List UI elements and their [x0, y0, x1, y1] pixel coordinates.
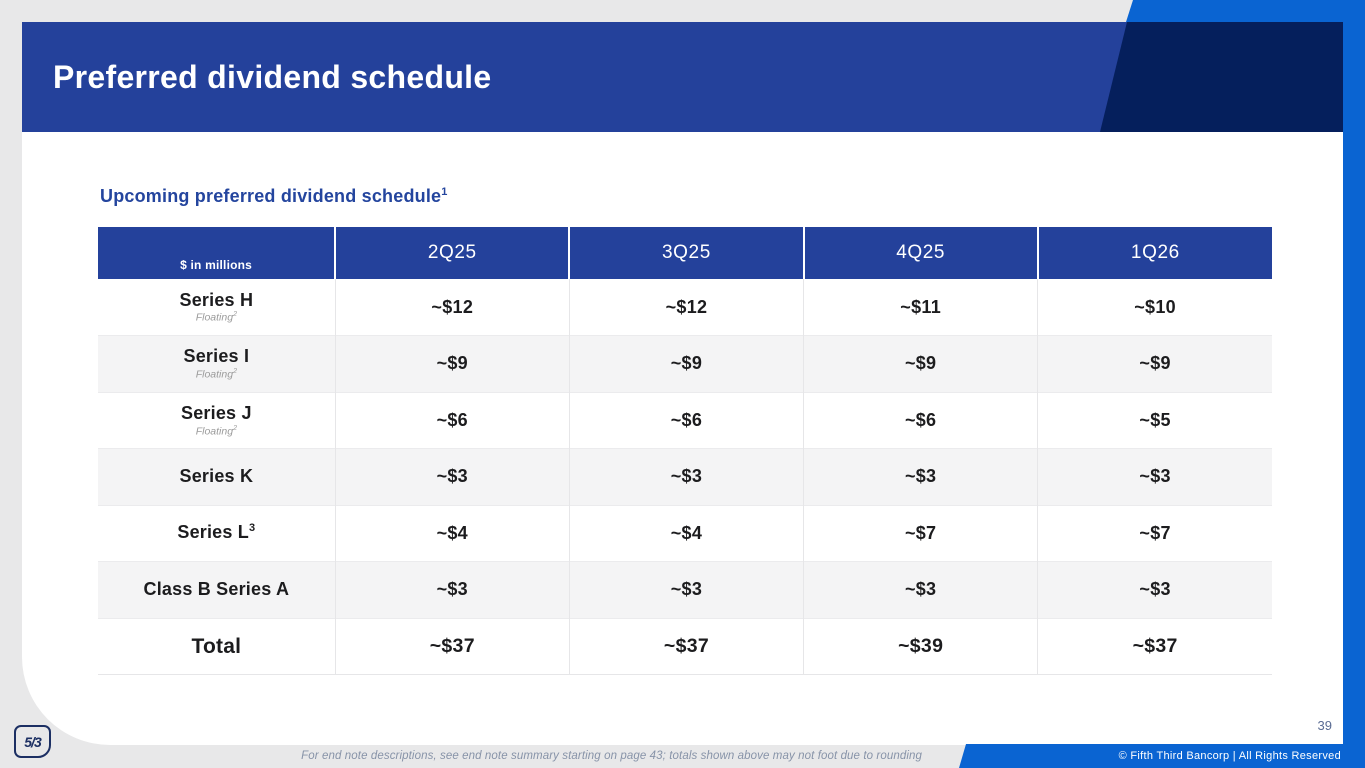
- col-header-1q26: 1Q26: [1037, 227, 1272, 279]
- table-row-series-k: Series K ~$3 ~$3 ~$3 ~$3: [98, 448, 1272, 505]
- row-label-cell: Series K: [98, 448, 336, 505]
- cell-value: ~$4: [335, 504, 570, 562]
- row-label: Series L3: [177, 522, 256, 543]
- table-row-series-h: Series H Floating2 ~$12 ~$12 ~$11 ~$10: [98, 279, 1272, 336]
- cell-value: ~$3: [803, 448, 1039, 505]
- cell-value: ~$6: [569, 391, 805, 449]
- cell-value: ~$3: [335, 448, 570, 505]
- endnote-footer-text: For end note descriptions, see end note …: [301, 750, 922, 762]
- cell-value: ~$7: [803, 504, 1039, 562]
- page-title: Preferred dividend schedule: [53, 58, 492, 95]
- row-label-cell: Series H Floating2: [98, 279, 336, 336]
- col-header-2q25: 2Q25: [335, 227, 571, 279]
- row-label-cell: Series L3: [98, 504, 336, 562]
- row-label-cell: Series J Floating2: [98, 391, 336, 449]
- cell-value: ~$4: [569, 504, 805, 562]
- total-value: ~$37: [1037, 617, 1272, 675]
- top-right-accent-shape: [1126, 0, 1365, 22]
- table-row-class-b-series-a: Class B Series A ~$3 ~$3 ~$3 ~$3: [98, 561, 1272, 618]
- copyright-bar: © Fifth Third Bancorp | All Rights Reser…: [959, 744, 1365, 768]
- cell-value: ~$6: [803, 391, 1039, 449]
- cell-value: ~$6: [335, 391, 570, 449]
- row-label: Series K: [179, 465, 254, 486]
- row-label: Class B Series A: [143, 578, 290, 599]
- row-label: Series I: [183, 346, 250, 367]
- dividend-schedule-table: $ in millions 2Q25 3Q25 4Q25 1Q26 Series…: [98, 227, 1272, 675]
- total-value: ~$37: [335, 617, 570, 675]
- total-value: ~$37: [569, 617, 805, 675]
- table-row-series-l: Series L3 ~$4 ~$4 ~$7 ~$7: [98, 504, 1272, 562]
- cell-value: ~$12: [335, 279, 570, 336]
- cell-value: ~$9: [569, 335, 805, 392]
- table-row-total: Total ~$37 ~$37 ~$39 ~$37: [98, 617, 1272, 675]
- cell-value: ~$11: [803, 279, 1039, 336]
- row-label: Series J: [181, 402, 252, 423]
- cell-value: ~$9: [803, 335, 1039, 392]
- total-label: Total: [191, 634, 242, 658]
- table-header-row: $ in millions 2Q25 3Q25 4Q25 1Q26: [98, 227, 1272, 279]
- header-navy-parallelogram: [1100, 22, 1343, 132]
- cell-value: ~$3: [1037, 561, 1272, 618]
- subtitle-text: Upcoming preferred dividend schedule: [100, 186, 442, 206]
- cell-value: ~$3: [569, 561, 805, 618]
- cell-value: ~$7: [1037, 504, 1272, 562]
- page-number: 39: [1317, 718, 1332, 733]
- right-edge-accent-band: [1343, 0, 1365, 768]
- row-note: Floating2: [195, 311, 237, 324]
- fifth-third-logo-text: 5/3: [24, 733, 41, 750]
- col-header-4q25: 4Q25: [803, 227, 1039, 279]
- cell-value: ~$10: [1037, 279, 1272, 336]
- slide-header-band: Preferred dividend schedule: [22, 22, 1343, 132]
- total-value: ~$39: [803, 617, 1039, 675]
- unit-label: $ in millions: [98, 227, 337, 279]
- row-note: Floating2: [195, 368, 237, 381]
- cell-value: ~$12: [569, 279, 805, 336]
- fifth-third-logo: 5/3: [14, 725, 51, 758]
- row-label-cell: Total: [98, 617, 336, 675]
- table-row-series-i: Series I Floating2 ~$9 ~$9 ~$9 ~$9: [98, 335, 1272, 392]
- row-label-cell: Class B Series A: [98, 561, 336, 618]
- cell-value: ~$3: [569, 448, 805, 505]
- row-note: Floating2: [195, 424, 237, 438]
- row-label: Series H: [179, 289, 254, 310]
- table-row-series-j: Series J Floating2 ~$6 ~$6 ~$6 ~$5: [98, 391, 1272, 449]
- row-label-sup: 3: [249, 522, 256, 535]
- table-subtitle: Upcoming preferred dividend schedule1: [100, 186, 448, 207]
- row-label-cell: Series I Floating2: [98, 335, 336, 392]
- cell-value: ~$5: [1037, 391, 1272, 449]
- cell-value: ~$3: [1037, 448, 1272, 505]
- cell-value: ~$9: [1037, 335, 1272, 392]
- col-header-3q25: 3Q25: [569, 227, 805, 279]
- cell-value: ~$9: [335, 335, 570, 392]
- cell-value: ~$3: [335, 561, 570, 618]
- cell-value: ~$3: [803, 561, 1039, 618]
- subtitle-endnote-sup: 1: [441, 186, 448, 198]
